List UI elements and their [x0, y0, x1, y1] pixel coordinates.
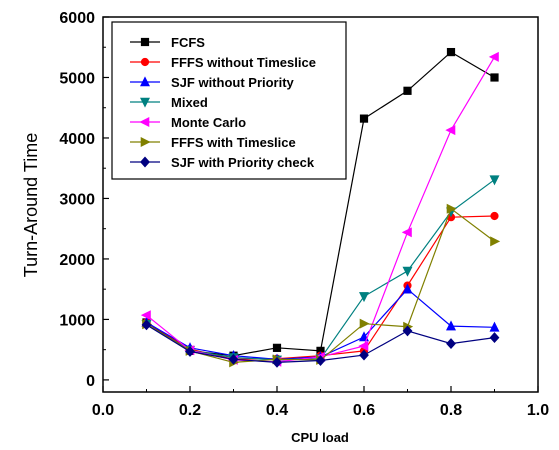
legend-item: SJF with Priority check	[130, 155, 315, 170]
legend-item: FFFS with Timeslice	[130, 135, 296, 150]
y-tick-label: 5000	[59, 70, 95, 87]
series-line	[146, 207, 495, 364]
data-point	[446, 203, 457, 214]
x-tick-label: 0.0	[92, 402, 114, 419]
x-tick-label: 0.4	[266, 402, 288, 419]
series-6	[141, 319, 500, 368]
data-point	[402, 325, 413, 337]
data-point	[359, 349, 369, 361]
data-point	[359, 318, 370, 329]
data-point	[445, 125, 456, 136]
x-tick-label: 0.2	[179, 402, 201, 419]
data-point	[490, 73, 499, 82]
data-point	[402, 283, 413, 294]
series-line	[146, 179, 495, 361]
series-1	[142, 211, 499, 364]
data-point	[272, 343, 282, 352]
y-tick-label: 3000	[59, 191, 95, 208]
data-point	[403, 86, 412, 95]
data-point	[446, 320, 456, 331]
series-3	[141, 175, 500, 366]
legend-items: FCFS FFFS without Timeslice SJF without Pr…	[130, 35, 316, 170]
x-tick-label: 1.0	[527, 402, 549, 419]
data-point	[489, 332, 500, 344]
data-point	[490, 236, 501, 247]
x-axis-ticks: 0.0 0.2 0.4 0.6 0.8 1.0	[92, 386, 549, 419]
legend-item: SJF without Priority	[130, 75, 295, 90]
legend-label: Mixed	[171, 95, 208, 110]
data-point	[185, 346, 195, 357]
x-tick-label: 0.8	[440, 402, 462, 419]
series-line	[146, 215, 495, 360]
legend-label: FFFS with Timeslice	[171, 135, 296, 150]
data-point	[315, 355, 326, 366]
y-tick-label: 1000	[59, 312, 95, 329]
data-point	[446, 338, 456, 350]
legend-marker	[140, 137, 151, 147]
legend-marker	[140, 57, 150, 67]
legend-item: FCFS	[130, 35, 205, 50]
data-point	[488, 51, 499, 62]
legend-marker	[139, 117, 150, 127]
data-point	[141, 319, 152, 331]
x-tick-label: 0.6	[353, 402, 375, 419]
legend-marker	[140, 97, 150, 108]
legend-item: Monte Carlo	[130, 115, 246, 130]
y-tick-label: 0	[86, 373, 95, 390]
y-axis-ticks: 0 1000 2000 3000 4000 5000 6000	[59, 10, 109, 390]
series-layer	[140, 47, 501, 368]
x-axis-title: CPU load	[291, 430, 349, 445]
legend-label: Monte Carlo	[171, 115, 246, 130]
data-point	[402, 266, 413, 277]
legend-box	[111, 21, 347, 180]
legend-item: Mixed	[130, 95, 208, 110]
legend-marker	[140, 156, 150, 168]
data-point	[272, 356, 282, 368]
data-point	[489, 175, 500, 186]
legend-label: SJF with Priority check	[171, 155, 315, 170]
data-point	[359, 114, 369, 123]
legend-label: FFFS without Timeslice	[171, 55, 316, 70]
legend-item: FFFS without Timeslice	[130, 55, 316, 70]
legend-marker	[140, 37, 150, 47]
data-point	[140, 310, 151, 321]
y-tick-label: 2000	[59, 252, 95, 269]
data-point	[489, 321, 500, 332]
data-point	[446, 47, 456, 57]
data-point	[359, 292, 369, 303]
data-point	[490, 211, 499, 221]
y-tick-label: 6000	[59, 10, 95, 27]
y-axis-title: Turn-Around Time	[21, 133, 41, 277]
y-tick-label: 4000	[59, 131, 95, 148]
data-point	[358, 341, 369, 352]
legend-label: FCFS	[171, 35, 205, 50]
legend-marker	[140, 76, 150, 87]
legend-label: SJF without Priority	[171, 75, 295, 90]
data-point	[228, 353, 239, 365]
data-point	[401, 227, 412, 238]
legend: FCFS FFFS without Timeslice SJF without Pr…	[111, 21, 347, 180]
